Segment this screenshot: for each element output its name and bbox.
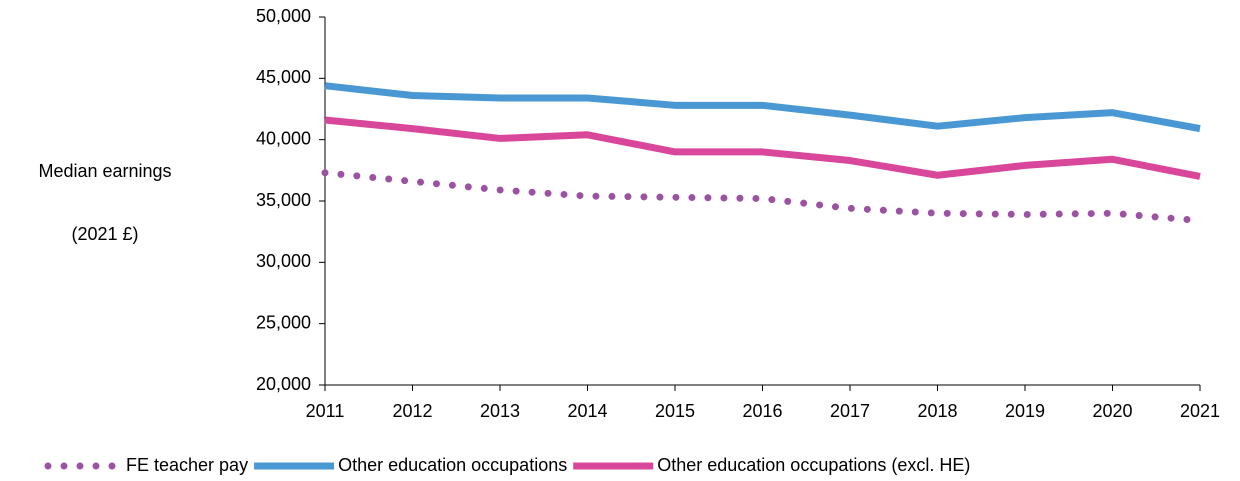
series-line bbox=[321, 169, 1204, 225]
legend-label: FE teacher pay bbox=[126, 455, 248, 475]
y-axis-label: Median earnings bbox=[38, 161, 171, 181]
y-tick-label: 25,000 bbox=[256, 312, 311, 332]
y-axis-label: (2021 £) bbox=[71, 224, 138, 244]
x-tick-label: 2017 bbox=[830, 401, 870, 421]
y-tick-label: 50,000 bbox=[256, 6, 311, 26]
series-line bbox=[324, 116, 1201, 180]
x-tick-label: 2016 bbox=[742, 401, 782, 421]
x-tick-label: 2012 bbox=[392, 401, 432, 421]
y-tick-label: 35,000 bbox=[256, 190, 311, 210]
y-tick-label: 40,000 bbox=[256, 128, 311, 148]
legend-label: Other education occupations (excl. HE) bbox=[657, 455, 970, 475]
x-tick-label: 2011 bbox=[306, 401, 345, 421]
y-tick-label: 30,000 bbox=[256, 251, 311, 271]
x-tick-label: 2015 bbox=[655, 401, 695, 421]
y-tick-label: 45,000 bbox=[256, 67, 311, 87]
x-tick-label: 2021 bbox=[1180, 401, 1220, 421]
x-tick-label: 2018 bbox=[917, 401, 957, 421]
legend-label: Other education occupations bbox=[338, 455, 567, 475]
x-tick-label: 2019 bbox=[1005, 401, 1045, 421]
x-tick-label: 2014 bbox=[567, 401, 607, 421]
x-tick-label: 2013 bbox=[480, 401, 520, 421]
series-line bbox=[324, 82, 1201, 133]
x-tick-label: 2020 bbox=[1092, 401, 1132, 421]
y-tick-label: 20,000 bbox=[256, 374, 311, 394]
